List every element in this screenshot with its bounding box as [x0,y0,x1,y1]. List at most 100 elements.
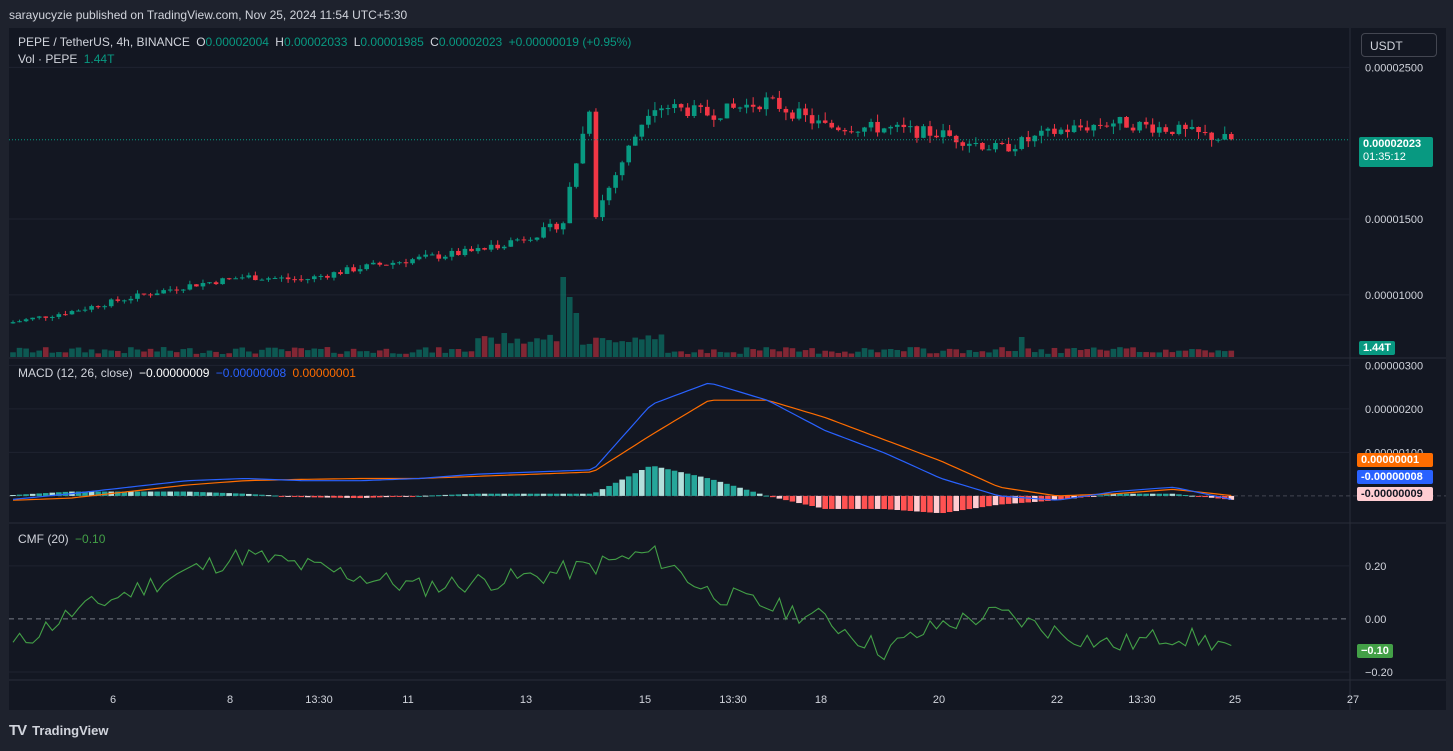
candle-body [587,111,592,134]
volume-bar [1005,351,1012,357]
cmf-value: −0.10 [75,532,106,546]
macd-histogram-bar [1228,495,1235,500]
macd-label[interactable]: MACD (12, 26, close) [18,366,133,380]
candle-body [580,133,586,164]
volume-bar [108,350,115,357]
macd-histogram-bar [855,495,861,509]
macd-histogram-bar [743,489,750,496]
macd-histogram-bar [665,469,671,496]
volume-bar [711,349,717,357]
macd-signal-line [12,399,1232,501]
candle-body [1117,117,1123,124]
volume-bar [1215,350,1221,357]
volume-bar [344,351,350,357]
volume-bar [488,337,494,357]
volume-bar [350,348,357,357]
macd-signal-value: 0.00000001 [292,366,356,380]
chart-canvas[interactable]: 0.00002500 0.00001500 0.00001000 0.00000300… [9,28,1446,710]
volume-bar [128,347,134,357]
candle-body [515,239,520,241]
macd-histogram-bar [1189,495,1195,497]
volume-bar [914,347,920,357]
macd-histogram-bar [344,495,350,498]
volume-bar [828,351,835,357]
candle-body [672,104,677,109]
price-tick-label: 0.00001000 [1365,290,1423,302]
candle-body [953,135,959,143]
volume-bar [1077,350,1084,357]
candle-body [331,272,337,278]
candle-body [187,284,193,290]
volume-bar [206,350,213,357]
candle-body [377,262,383,265]
macd-histogram-bar [147,491,154,496]
candle-body [1229,134,1234,140]
macd-histogram-bar [23,494,29,496]
macd-histogram-bar [449,494,455,496]
macd-histogram-bar [612,482,619,496]
volume-bar [573,313,580,357]
macd-histogram-bar [1169,493,1176,496]
macd-hist-value: −0.00000009 [139,366,210,380]
macd-histogram-bar [1123,493,1130,496]
macd-histogram-bar [848,495,855,509]
time-axis-label: 13:30 [719,694,747,706]
macd-histogram-bar [350,495,357,498]
candle-body [213,282,219,285]
volume-bar [848,353,855,357]
volume-bar [842,351,848,357]
candle-body [220,278,225,285]
low-value: 0.00001985 [360,35,424,49]
high-label: H [275,35,284,49]
chart-frame[interactable] [9,28,1446,710]
macd-histogram-bar [213,492,219,496]
macd-histogram-bar [95,491,101,496]
cmf-label[interactable]: CMF (20) [18,532,69,546]
footer-brand[interactable]: TV TradingView [9,722,109,739]
macd-histogram-bar [770,495,776,498]
candle-body [1071,125,1077,133]
candle-body [10,322,16,324]
macd-histogram-bar [1149,493,1156,496]
candle-body [1032,135,1038,142]
candle-body [521,239,527,241]
volume-bar [42,347,49,357]
volume-bar [1208,352,1215,357]
volume-bar [1090,347,1097,357]
volume-bar [547,334,553,357]
candle-body [842,130,848,132]
candle-body [1052,128,1057,134]
macd-histogram-bar [586,493,593,496]
candle-body [875,121,880,133]
volume-label[interactable]: Vol · PEPE [18,52,78,66]
macd-histogram-bar [416,495,422,497]
macd-histogram-bar [914,495,920,512]
candle-body [82,309,88,311]
macd-histogram-bar [678,472,684,496]
time-axis-label: 13:30 [1128,694,1156,706]
time-axis-label: 20 [933,694,945,706]
volume-bar [252,353,259,357]
macd-histogram-bar [1202,495,1208,498]
currency-button[interactable]: USDT [1361,33,1437,57]
macd-histogram-bar [973,495,979,509]
volume-bar [468,351,475,357]
candle-body [69,311,75,315]
volume-value: 1.44T [83,52,115,66]
macd-histogram-bar [521,493,527,496]
volume-bar [645,335,652,357]
candle-body [547,223,553,228]
candle-body [993,143,998,150]
macd-histogram-bar [645,466,652,496]
candle-body [76,310,81,312]
macd-histogram-bar [717,481,724,496]
candle-body [89,306,94,310]
macd-histogram-bar [1208,495,1215,498]
candle-body [239,277,245,279]
volume-bar [396,353,403,357]
volume-bar [979,351,986,357]
price-tick-label: 0.00002500 [1365,62,1423,74]
candle-body [357,269,363,272]
candle-body [259,279,265,281]
symbol-title[interactable]: PEPE / TetherUS, 4h, BINANCE [18,35,190,49]
